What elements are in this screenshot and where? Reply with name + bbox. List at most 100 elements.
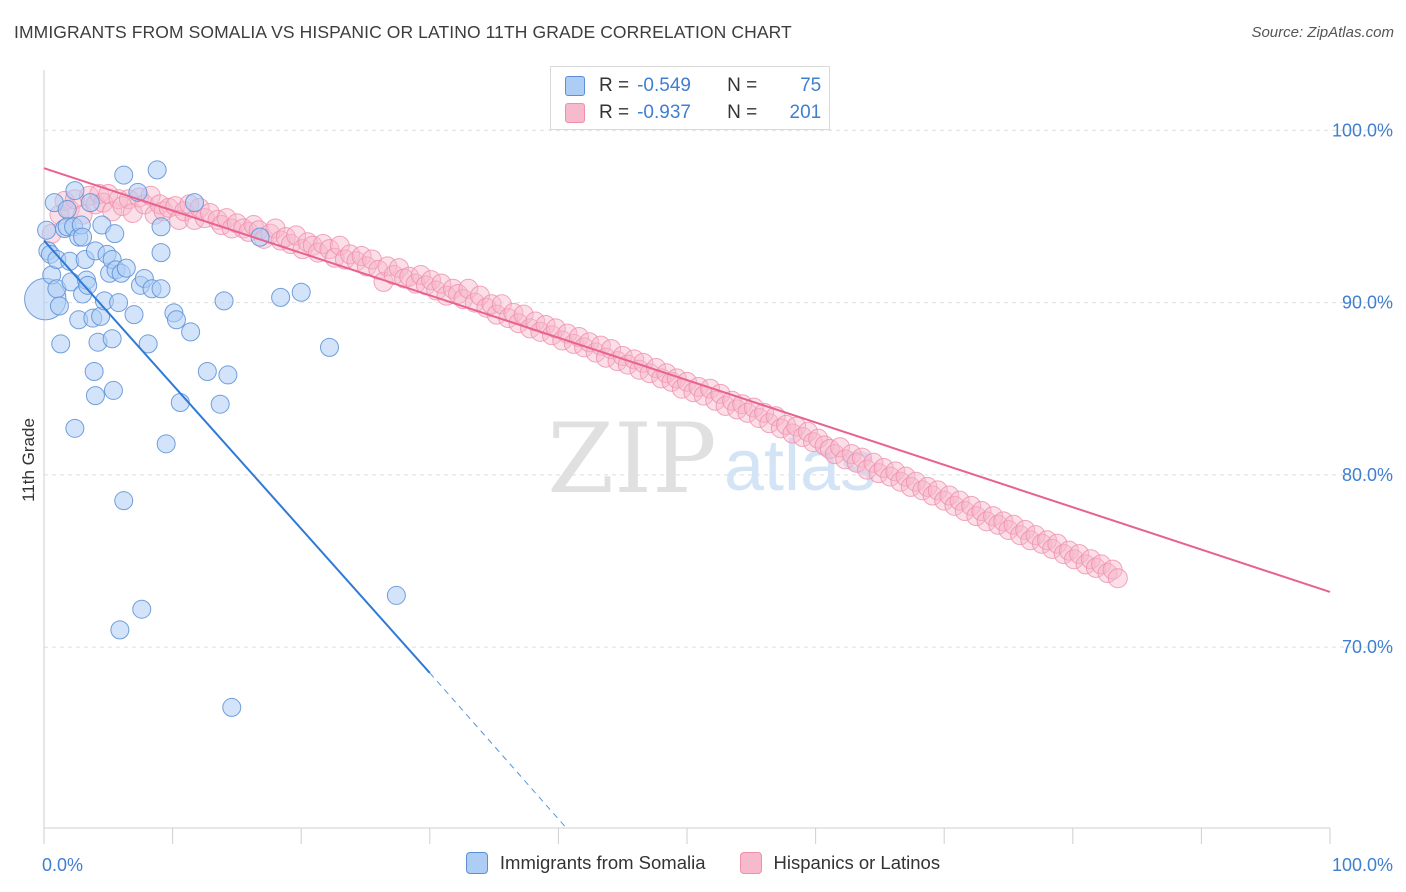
y-tick-label: 70.0% <box>1342 637 1393 657</box>
hispanic-point <box>388 258 409 279</box>
hispanic-point <box>568 327 589 348</box>
somalia-point <box>291 282 311 302</box>
somalia-point <box>114 165 134 185</box>
hispanic-point <box>275 227 296 248</box>
legend-row-somalia: R = -0.549 N = 75 <box>565 74 821 98</box>
hispanic-point <box>715 395 736 416</box>
hispanic-point <box>302 235 323 256</box>
hispanic-point <box>1107 568 1128 589</box>
r-label: R = <box>599 75 630 96</box>
watermark: ZIP atlas <box>547 403 876 515</box>
somalia-point <box>65 181 85 201</box>
n-label: N = <box>727 102 758 123</box>
legend-swatch-blue <box>465 852 488 874</box>
chart-title: IMMIGRANTS FROM SOMALIA VS HISPANIC OR L… <box>14 22 792 42</box>
somalia-point <box>181 322 201 342</box>
somalia-point <box>218 365 238 385</box>
hispanic-point <box>1069 544 1090 565</box>
somalia-trend-extension <box>429 672 566 827</box>
r-value: -0.937 <box>637 102 691 123</box>
hispanic-point <box>1003 514 1024 535</box>
y-tick-label: 90.0% <box>1342 293 1393 313</box>
hispanic-point <box>954 501 975 522</box>
n-value: 75 <box>800 75 822 96</box>
somalia-point <box>210 394 230 414</box>
hispanic-point <box>830 437 851 458</box>
somalia-point <box>84 361 104 381</box>
somalia-point <box>80 193 100 213</box>
hispanic-point <box>1015 519 1036 540</box>
somalia-point <box>132 599 152 619</box>
legend-item-somalia[interactable]: Immigrants from Somalia <box>465 852 706 874</box>
hispanic-point <box>976 511 997 532</box>
somalia-point <box>103 380 123 400</box>
y-axis-title: 11th Grade <box>19 418 38 502</box>
somalia-point <box>116 258 136 278</box>
somalia-point <box>166 310 186 330</box>
hispanic-point <box>122 202 143 223</box>
somalia-point <box>109 293 129 313</box>
hispanic-point <box>895 466 916 487</box>
grid-lines <box>44 129 1390 648</box>
hispanic-point <box>464 292 485 313</box>
r-label: R = <box>599 102 630 123</box>
hispanic-point <box>552 330 573 351</box>
x-tick-label: 100.0% <box>1332 855 1393 875</box>
n-value: 201 <box>789 102 822 123</box>
somalia-point <box>386 585 406 605</box>
hispanic-point <box>646 358 667 379</box>
legend-swatch-blue <box>565 76 585 96</box>
somalia-point <box>319 337 339 357</box>
hispanic-point <box>949 490 970 511</box>
hispanic-point <box>313 233 334 254</box>
somalia-point <box>73 227 93 247</box>
hispanic-point <box>971 501 992 522</box>
somalia-point <box>197 361 217 381</box>
legend-row-hispanic: R = -0.937 N = 201 <box>565 101 821 125</box>
somalia-point <box>49 296 69 316</box>
hispanic-trend-line <box>43 167 1331 593</box>
tick-labels: 70.0% 80.0% 90.0% 100.0% 0.0% 100.0% 11th Grad… <box>19 120 1393 875</box>
hispanic-point <box>939 485 960 506</box>
hispanic-point <box>677 371 697 392</box>
somalia-point <box>65 418 85 438</box>
somalia-point <box>222 697 242 717</box>
legend-item-hispanic[interactable]: Hispanics or Latinos <box>739 852 941 874</box>
somalia-point <box>110 620 130 640</box>
somalia-point <box>214 291 234 311</box>
somalia-point <box>184 193 204 213</box>
hispanic-point <box>356 256 377 277</box>
somalia-points <box>24 160 406 717</box>
hispanic-point <box>102 201 123 222</box>
somalia-point <box>102 329 122 349</box>
legend-label: Immigrants from Somalia <box>499 852 706 873</box>
legend-swatch-pink <box>565 103 585 123</box>
hispanic-point <box>927 480 948 501</box>
axes <box>43 70 1331 844</box>
watermark-zip: ZIP <box>547 403 716 515</box>
x-tick-label: 0.0% <box>42 855 83 875</box>
somalia-point <box>151 217 171 237</box>
hispanic-point <box>373 271 394 292</box>
somalia-point <box>51 334 71 354</box>
somalia-point <box>147 160 167 180</box>
hispanic-point <box>431 273 452 294</box>
r-value: -0.549 <box>637 75 691 96</box>
somalia-trend-line <box>43 239 431 674</box>
hispanic-point <box>469 285 490 306</box>
somalia-point <box>151 243 171 263</box>
n-label: N = <box>727 75 758 96</box>
legend-label: Hispanics or Latinos <box>773 852 941 873</box>
hispanic-point <box>98 184 119 205</box>
somalia-point <box>170 392 190 412</box>
correlation-legend: R = -0.549 N = 75 R = -0.937 N = 201 <box>550 66 830 130</box>
hispanic-point <box>835 449 856 470</box>
hispanic-point <box>885 461 906 482</box>
hispanic-point <box>851 447 872 468</box>
hispanic-point <box>1047 533 1068 554</box>
somalia-point <box>37 220 57 240</box>
somalia-point <box>124 305 144 325</box>
somalia-point <box>57 200 77 220</box>
hispanic-point <box>737 402 758 423</box>
hispanic-point <box>410 265 431 286</box>
